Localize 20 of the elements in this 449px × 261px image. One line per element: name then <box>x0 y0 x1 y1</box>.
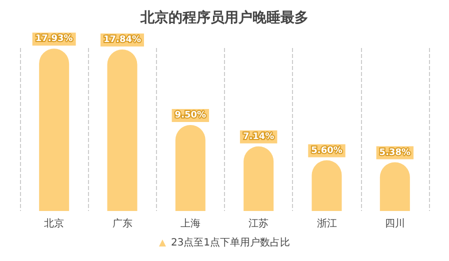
bar <box>380 162 410 211</box>
chart-title: 北京的程序员用户晚睡最多 <box>140 9 308 26</box>
x-tick-label: 江苏 <box>248 218 269 230</box>
bar <box>175 124 206 211</box>
x-tick-label: 北京 <box>44 218 64 230</box>
x-tick-label: 四川 <box>384 218 405 230</box>
legend-label: 23点至1点下单用户数占比 <box>170 236 290 248</box>
data-label: 17.93% <box>35 34 73 44</box>
bar <box>107 49 138 211</box>
x-tick-label: 上海 <box>180 218 200 230</box>
x-tick-label: 浙江 <box>316 218 337 230</box>
data-label: 9.50% <box>174 110 206 120</box>
data-label: 17.84% <box>104 34 141 45</box>
data-label: 5.38% <box>379 148 411 158</box>
data-label: 7.14% <box>242 132 274 142</box>
bar <box>39 48 70 211</box>
bar <box>312 160 342 211</box>
bar <box>244 146 274 211</box>
data-label: 5.60% <box>311 146 342 156</box>
x-tick-label: 广东 <box>112 218 132 230</box>
